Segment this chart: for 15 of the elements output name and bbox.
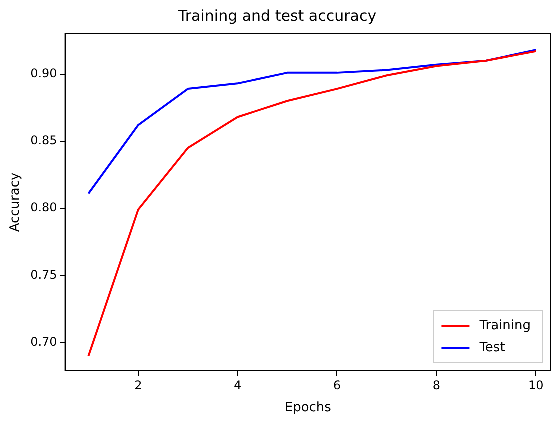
y-tick-label: 0.80 bbox=[30, 200, 58, 215]
y-tick-label: 0.70 bbox=[30, 334, 58, 349]
legend-label: Training bbox=[478, 318, 531, 334]
y-tick-label: 0.90 bbox=[30, 66, 58, 80]
legend-label: Test bbox=[478, 340, 506, 356]
x-tick-label: 10 bbox=[528, 378, 544, 392]
x-tick-label: 2 bbox=[134, 378, 142, 392]
x-tick-label: 6 bbox=[333, 378, 342, 392]
x-tick-label: 4 bbox=[234, 378, 242, 392]
y-axis-title: Accuracy bbox=[8, 172, 24, 232]
y-tick-label: 0.75 bbox=[30, 268, 58, 282]
chart-title: Training and test accuracy bbox=[177, 6, 377, 25]
x-axis-title: Epochs bbox=[284, 400, 332, 416]
y-tick-label: 0.85 bbox=[30, 134, 58, 148]
x-tick-label: 8 bbox=[432, 378, 440, 392]
